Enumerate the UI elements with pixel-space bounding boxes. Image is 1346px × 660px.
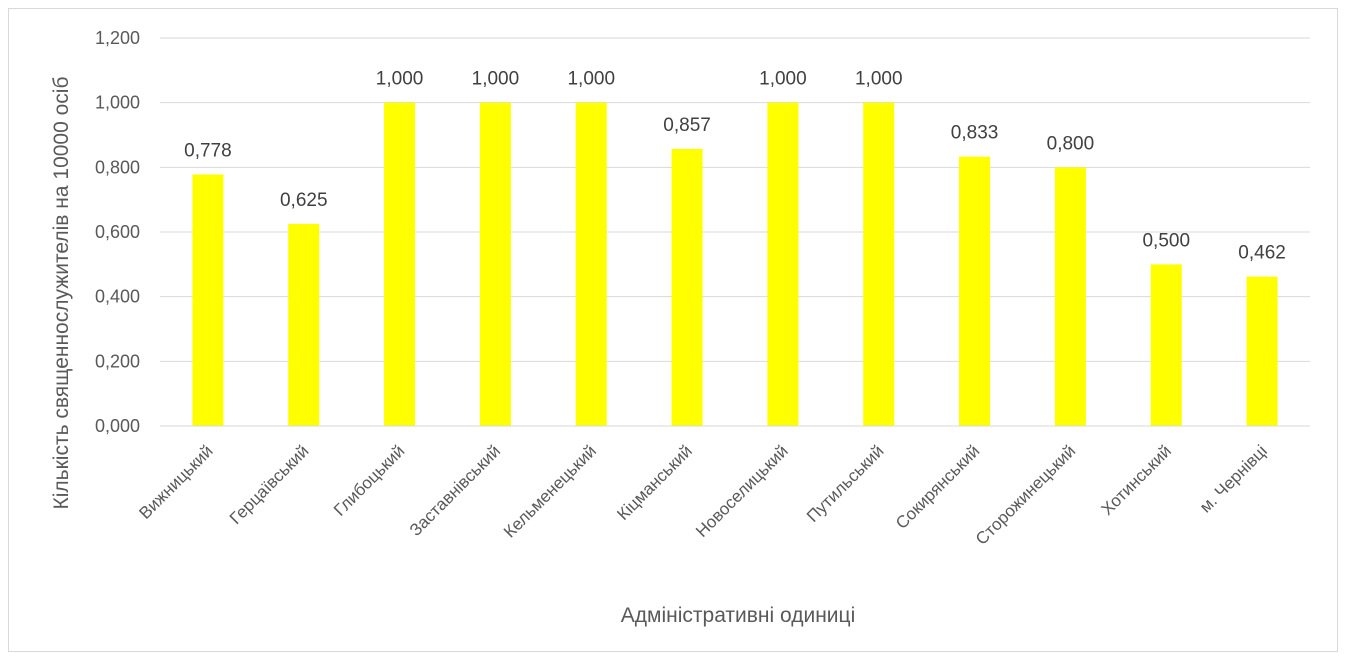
x-tick-label: Глибоцький — [330, 441, 408, 519]
y-tick-label: 1,200 — [95, 28, 140, 48]
y-axis-ticks: 0,000 0,200 0,400 0,600 0,800 1,000 1,200 — [95, 28, 140, 436]
x-tick-label: Вижницький — [135, 441, 216, 522]
x-tick-label: Кіцманський — [613, 441, 696, 524]
x-tick-label: м. Чернівці — [1196, 441, 1271, 516]
x-tick-label: Новоселицький — [692, 441, 792, 541]
data-label: 1,000 — [855, 69, 903, 90]
data-label: 0,778 — [184, 140, 232, 161]
data-label: 1,000 — [567, 69, 615, 90]
x-axis-title: Адміністративні одиниці — [621, 604, 855, 627]
bar — [192, 174, 224, 426]
data-label: 1,000 — [759, 69, 807, 90]
x-tick-label: Герцаївський — [226, 441, 313, 528]
data-label: 0,500 — [1142, 230, 1190, 251]
y-tick-label: 0,800 — [95, 157, 140, 177]
bar — [1054, 167, 1086, 427]
x-tick-label: Сокирянський — [892, 441, 983, 532]
bar — [959, 156, 991, 426]
data-label: 1,000 — [376, 69, 424, 90]
x-tick-label: Хотинський — [1098, 441, 1176, 519]
gridlines — [160, 37, 1310, 362]
data-labels: 0,778 0,625 1,000 1,000 1,000 0,857 1,000 1,000… — [184, 69, 1286, 264]
bar — [1150, 264, 1182, 426]
x-axis-ticks: Вижницький Герцаївський ГлибоцькийЗаставні… — [135, 441, 1271, 548]
bar — [479, 102, 511, 427]
bar — [288, 223, 320, 426]
bar — [863, 102, 895, 427]
x-tick-label: Путильський — [803, 441, 888, 526]
data-label: 0,857 — [663, 115, 711, 136]
y-tick-label: 1,000 — [95, 93, 140, 113]
bar — [671, 148, 703, 427]
bar — [575, 102, 607, 427]
bar — [767, 102, 799, 427]
bar — [1246, 276, 1278, 426]
bar — [384, 102, 416, 427]
data-label: 0,462 — [1238, 243, 1286, 264]
y-axis-title: Кількість священнослужителів на 10000 ос… — [50, 77, 73, 510]
data-label: 1,000 — [472, 69, 520, 90]
y-tick-label: 0,600 — [95, 222, 140, 242]
x-tick-label: Кельменецький — [500, 441, 600, 541]
x-tick-label: Сторожинецький — [972, 441, 1079, 548]
y-tick-label: 0,400 — [95, 287, 140, 307]
x-tick-label: Заставнівський — [406, 441, 504, 539]
bars — [192, 102, 1278, 427]
data-label: 0,625 — [280, 190, 328, 211]
y-tick-label: 0,000 — [95, 416, 140, 436]
data-label: 0,800 — [1047, 133, 1095, 154]
y-tick-label: 0,200 — [95, 351, 140, 371]
data-label: 0,833 — [951, 123, 999, 144]
